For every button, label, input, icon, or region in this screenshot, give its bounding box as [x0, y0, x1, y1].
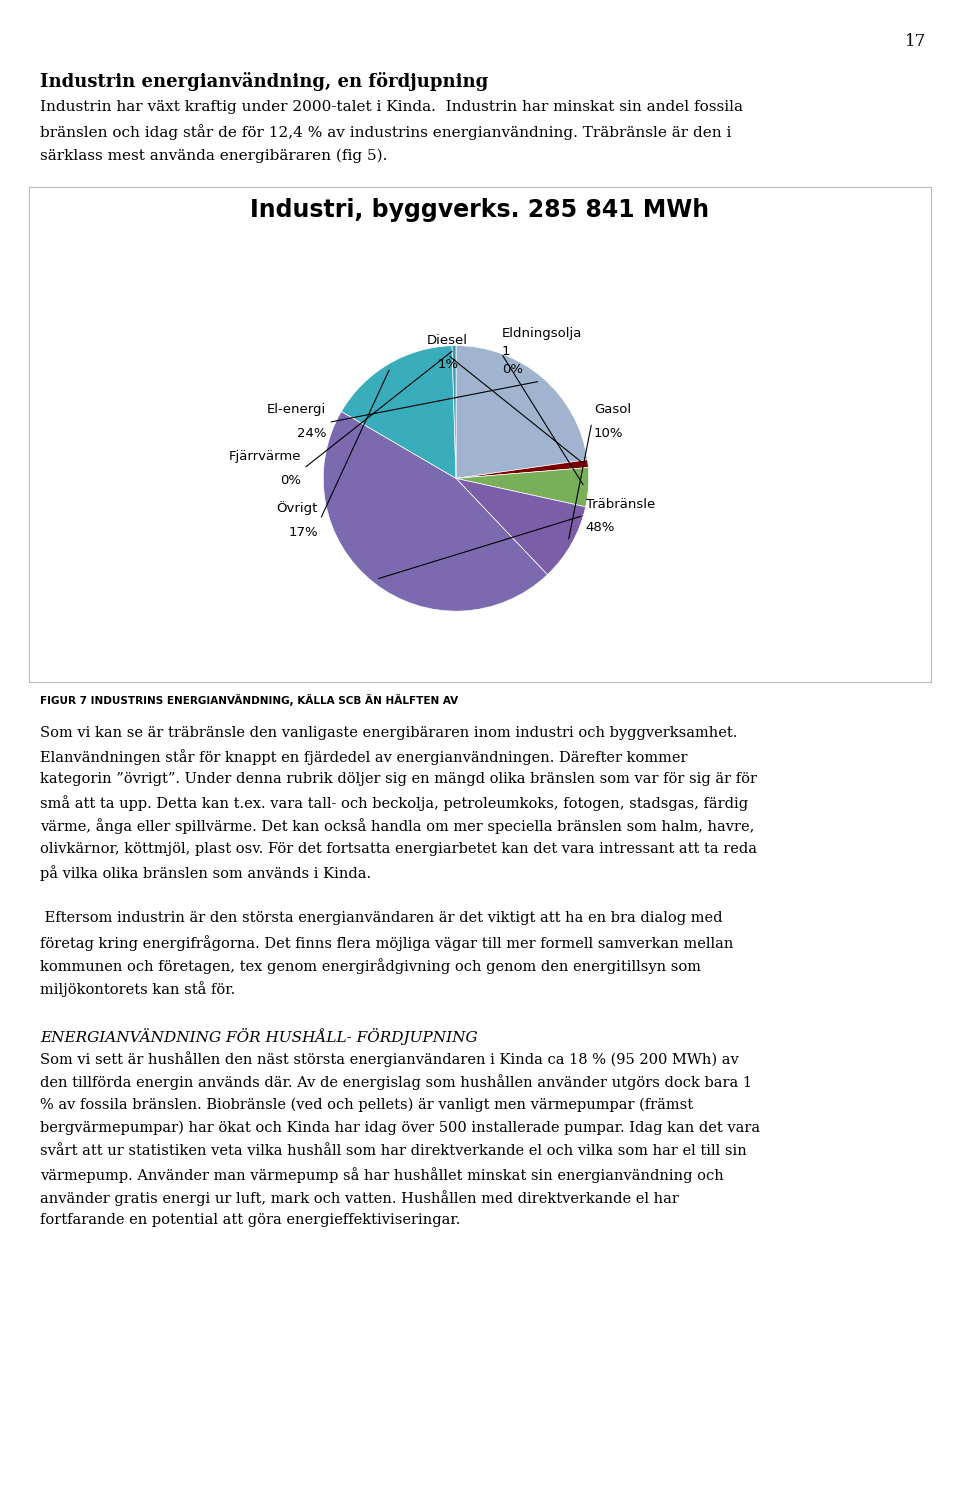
Text: olivkärnor, köttmjöl, plast osv. För det fortsatta energiarbetet kan det vara in: olivkärnor, köttmjöl, plast osv. För det…	[40, 842, 757, 856]
Text: 0%: 0%	[502, 363, 523, 376]
Text: Som vi sett är hushållen den näst största energianvändaren i Kinda ca 18 % (95 2: Som vi sett är hushållen den näst störst…	[40, 1051, 739, 1067]
Text: företag kring energifrågorna. Det finns flera möjliga vägar till mer formell sam: företag kring energifrågorna. Det finns …	[40, 935, 733, 950]
Text: ENERGIANVÄNDNING FÖR HUSHÅLL- FÖRDJUPNING: ENERGIANVÄNDNING FÖR HUSHÅLL- FÖRDJUPNIN…	[40, 1028, 478, 1045]
Text: Elanvändningen står för knappt en fjärdedel av energianvändningen. Därefter komm: Elanvändningen står för knappt en fjärde…	[40, 748, 687, 764]
Text: 24%: 24%	[297, 427, 326, 441]
Text: 10%: 10%	[594, 427, 623, 441]
Text: Industrin energianvändning, en fördjupning: Industrin energianvändning, en fördjupni…	[40, 72, 489, 91]
Text: små att ta upp. Detta kan t.ex. vara tall- och beckolja, petroleumkoks, fotogen,: små att ta upp. Detta kan t.ex. vara tal…	[40, 794, 749, 811]
Text: 1%: 1%	[437, 358, 458, 372]
Text: värme, ånga eller spillvärme. Det kan också handla om mer speciella bränslen som: värme, ånga eller spillvärme. Det kan oc…	[40, 818, 755, 835]
Text: El-energi: El-energi	[267, 403, 326, 417]
Wedge shape	[456, 468, 588, 507]
Text: % av fossila bränslen. Biobränsle (ved och pellets) är vanligt men värmepumpar (: % av fossila bränslen. Biobränsle (ved o…	[40, 1097, 693, 1112]
Wedge shape	[342, 346, 456, 478]
Text: kategorin ”övrigt”. Under denna rubrik döljer sig en mängd olika bränslen som va: kategorin ”övrigt”. Under denna rubrik d…	[40, 772, 757, 785]
Text: den tillförda energin används där. Av de energislag som hushållen använder utgör: den tillförda energin används där. Av de…	[40, 1075, 753, 1090]
Wedge shape	[456, 478, 586, 574]
Text: Övrigt: Övrigt	[276, 501, 318, 516]
Text: Som vi kan se är träbränsle den vanligaste energibäraren inom industri och byggv: Som vi kan se är träbränsle den vanligas…	[40, 726, 737, 739]
Text: miljökontorets kan stå för.: miljökontorets kan stå för.	[40, 982, 235, 997]
Text: Gasol: Gasol	[594, 403, 631, 417]
Text: särklass mest använda energibäraren (fig 5).: särklass mest använda energibäraren (fig…	[40, 148, 388, 163]
Text: Eldningsolja: Eldningsolja	[502, 327, 583, 340]
Text: på vilka olika bränslen som används i Kinda.: på vilka olika bränslen som används i Ki…	[40, 865, 372, 881]
Text: 17: 17	[905, 33, 926, 49]
Wedge shape	[324, 411, 547, 612]
Wedge shape	[452, 346, 456, 478]
Text: 48%: 48%	[586, 522, 615, 535]
Text: värmepump. Använder man värmepump så har hushållet minskat sin energianvändning : värmepump. Använder man värmepump så har…	[40, 1168, 724, 1183]
Text: kommunen och företagen, tex genom energirådgivning och genom den energitillsyn s: kommunen och företagen, tex genom energi…	[40, 958, 702, 974]
Text: använder gratis energi ur luft, mark och vatten. Hushållen med direktverkande el: använder gratis energi ur luft, mark och…	[40, 1190, 679, 1207]
Text: Diesel: Diesel	[427, 334, 468, 348]
Text: bergvärmepumpar) har ökat och Kinda har idag över 500 installerade pumpar. Idag : bergvärmepumpar) har ökat och Kinda har …	[40, 1121, 760, 1135]
Text: 1: 1	[502, 345, 511, 358]
Wedge shape	[456, 460, 588, 478]
Text: Industrin har växt kraftig under 2000-talet i Kinda.  Industrin har minskat sin : Industrin har växt kraftig under 2000-ta…	[40, 100, 743, 114]
Text: svårt att ur statistiken veta vilka hushåll som har direktverkande el och vilka : svårt att ur statistiken veta vilka hush…	[40, 1144, 747, 1157]
Text: FIGUR 7 INDUSTRINS ENERGIANVÄNDNING, KÄLLA SCB ÄN HÄLFTEN AV: FIGUR 7 INDUSTRINS ENERGIANVÄNDNING, KÄL…	[40, 694, 459, 706]
Text: Eftersom industrin är den största energianvändaren är det viktigt att ha en bra : Eftersom industrin är den största energi…	[40, 911, 723, 925]
Text: 0%: 0%	[280, 474, 301, 487]
Text: Träbränsle: Träbränsle	[586, 498, 655, 511]
Text: bränslen och idag står de för 12,4 % av industrins energianvändning. Träbränsle : bränslen och idag står de för 12,4 % av …	[40, 124, 732, 141]
Wedge shape	[456, 346, 588, 478]
Text: Fjärrvärme: Fjärrvärme	[228, 450, 301, 463]
Text: Industri, byggverks. 285 841 MWh: Industri, byggverks. 285 841 MWh	[251, 198, 709, 222]
Text: fortfarande en potential att göra energieffektiviseringar.: fortfarande en potential att göra energi…	[40, 1214, 461, 1228]
Text: 17%: 17%	[288, 526, 318, 538]
